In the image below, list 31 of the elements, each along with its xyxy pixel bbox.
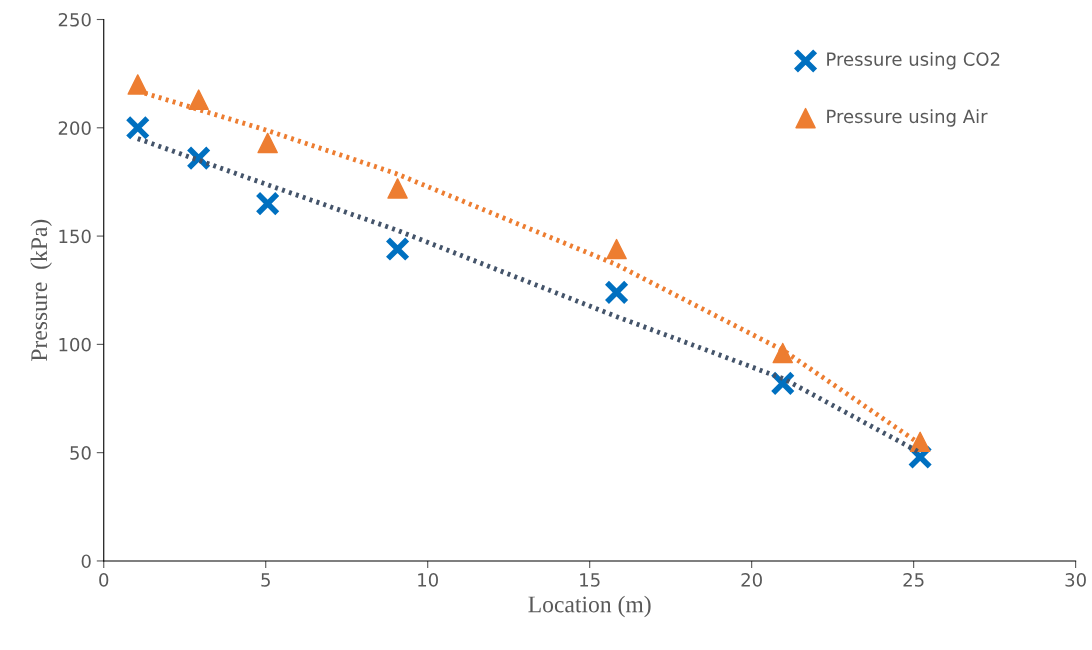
y-tick-label: 0	[81, 554, 91, 569]
point	[770, 371, 796, 396]
x-tick-label: 20	[741, 573, 762, 587]
x-tick-label: 5	[261, 573, 270, 587]
point	[188, 89, 209, 110]
point	[606, 238, 627, 260]
point	[257, 132, 278, 154]
x-tick-label: 15	[580, 573, 600, 587]
y-tick-label: 100	[59, 337, 91, 352]
point	[255, 191, 281, 216]
x-tick-label: 25	[903, 573, 924, 587]
y-tick-label: 250	[58, 12, 91, 27]
point	[772, 342, 794, 364]
y-tick-label: 50	[70, 446, 91, 460]
y-tick-label: 200	[58, 121, 91, 135]
x-tick-label: 30	[1065, 573, 1086, 587]
x-axis-title: Location (m)	[528, 595, 651, 618]
point	[604, 280, 629, 305]
point	[385, 236, 410, 262]
point	[907, 444, 933, 470]
x-tick-label: 10	[418, 573, 438, 587]
point	[909, 431, 931, 453]
legend-label: Pressure using Air	[827, 109, 988, 127]
point	[186, 145, 212, 171]
point	[127, 74, 149, 95]
y-axis-title: Pressure (kPa)	[30, 219, 52, 362]
point	[387, 178, 408, 199]
legend-label: Pressure using CO2	[827, 51, 1000, 70]
point	[125, 115, 151, 141]
y-tick-label: 150	[59, 229, 91, 244]
x-tick-label: 0	[99, 573, 109, 587]
